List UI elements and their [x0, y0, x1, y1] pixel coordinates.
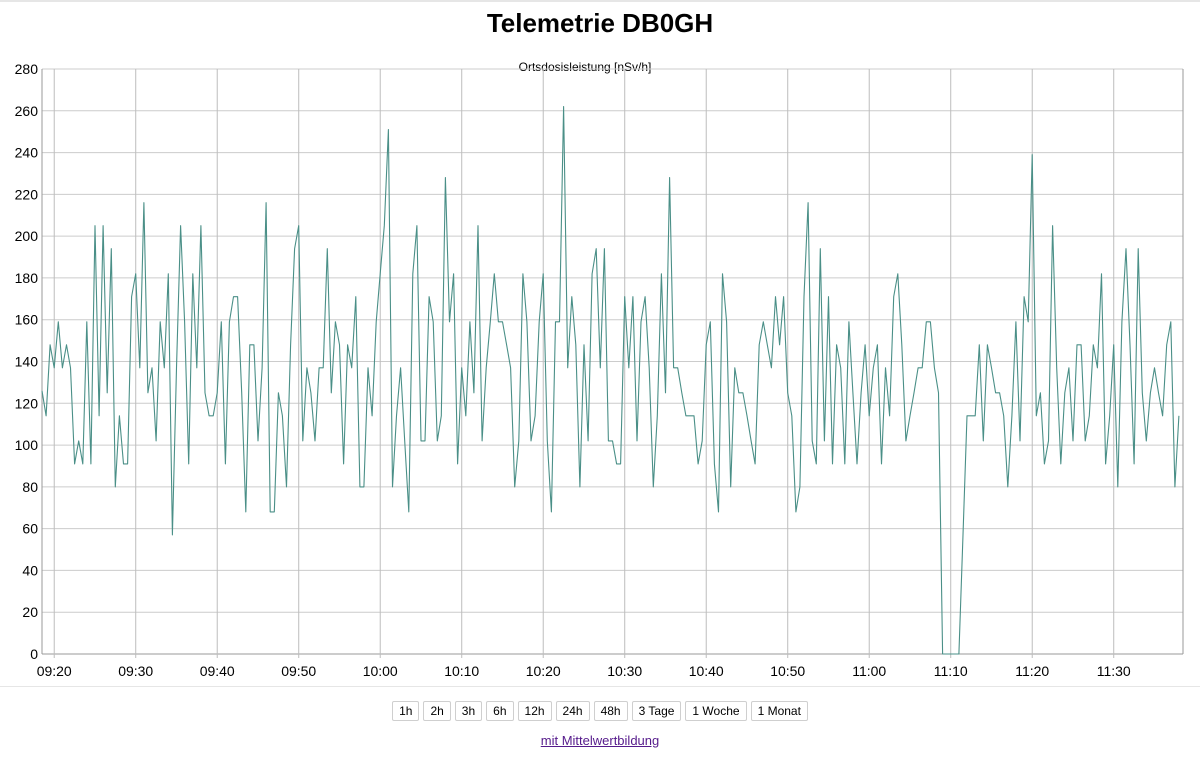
averaging-link[interactable]: mit Mittelwertbildung [540, 733, 660, 748]
y-tick-label: 120 [15, 395, 39, 411]
y-tick-label: 100 [15, 437, 39, 453]
range-button-6h[interactable]: 6h [486, 701, 514, 721]
x-tick-label: 09:30 [118, 663, 153, 679]
series-line [41, 106, 1180, 655]
y-tick-label: 20 [22, 604, 38, 620]
range-button-1-woche[interactable]: 1 Woche [685, 701, 747, 721]
range-button-24h[interactable]: 24h [555, 701, 590, 721]
y-tick-label: 60 [22, 521, 38, 537]
range-button-2h[interactable]: 2h [423, 701, 451, 721]
x-tick-label: 10:20 [526, 663, 561, 679]
y-grid [41, 68, 1184, 655]
dose-rate-chart: Ortsdosisleistung [nSv/h] 0 20 40 60 80 100 12… [15, 60, 1184, 679]
y-axis-ticks: 0 20 40 60 80 100 120 140 160 180 200 220 240 260 280 [15, 61, 39, 662]
range-button-12h[interactable]: 12h [517, 701, 552, 721]
x-axis-ticks: 09:20 09:30 09:40 09:50 10:00 10:10 10:20 10:30… [37, 663, 1131, 679]
y-tick-label: 260 [15, 103, 39, 119]
x-tick-label: 10:10 [444, 663, 479, 679]
y-tick-label: 200 [15, 228, 39, 244]
x-tick-label: 10:00 [363, 663, 398, 679]
y-tick-label: 220 [15, 186, 39, 202]
x-tick-label: 11:30 [1097, 663, 1131, 679]
averaging-link-container: mit Mittelwertbildung [0, 733, 1200, 748]
range-button-3h[interactable]: 3h [454, 701, 483, 721]
y-tick-label: 280 [15, 61, 39, 77]
y-tick-label: 160 [15, 312, 39, 328]
x-tick-label: 10:30 [607, 663, 642, 679]
x-tick-label: 11:10 [934, 663, 968, 679]
range-button-1-monat[interactable]: 1 Monat [750, 701, 808, 721]
y-tick-label: 140 [15, 354, 39, 370]
x-tick-label: 11:00 [852, 663, 886, 679]
x-tick-label: 11:20 [1015, 663, 1049, 679]
x-tick-label: 09:40 [200, 663, 235, 679]
x-tick-label: 09:50 [281, 663, 316, 679]
y-tick-label: 240 [15, 145, 39, 161]
range-button-1h[interactable]: 1h [392, 701, 420, 721]
time-range-selector: 1h 2h 3h 6h 12h 24h 48h 3 Tage 1 Woche 1… [0, 701, 1200, 721]
y-tick-label: 0 [30, 646, 38, 662]
x-tick-label: 10:40 [689, 663, 724, 679]
x-tick-label: 10:50 [770, 663, 805, 679]
range-button-48h[interactable]: 48h [593, 701, 628, 721]
range-button-3-tage[interactable]: 3 Tage [631, 701, 682, 721]
y-tick-label: 40 [22, 562, 38, 578]
chart-divider [0, 686, 1200, 687]
y-tick-label: 80 [22, 479, 38, 495]
x-tick-label: 09:20 [37, 663, 72, 679]
top-divider [0, 0, 1200, 2]
chart-title: Ortsdosisleistung [nSv/h] [519, 60, 652, 74]
y-tick-label: 180 [15, 270, 39, 286]
plot-series [41, 106, 1180, 655]
page-title: Telemetrie DB0GH [486, 8, 714, 38]
